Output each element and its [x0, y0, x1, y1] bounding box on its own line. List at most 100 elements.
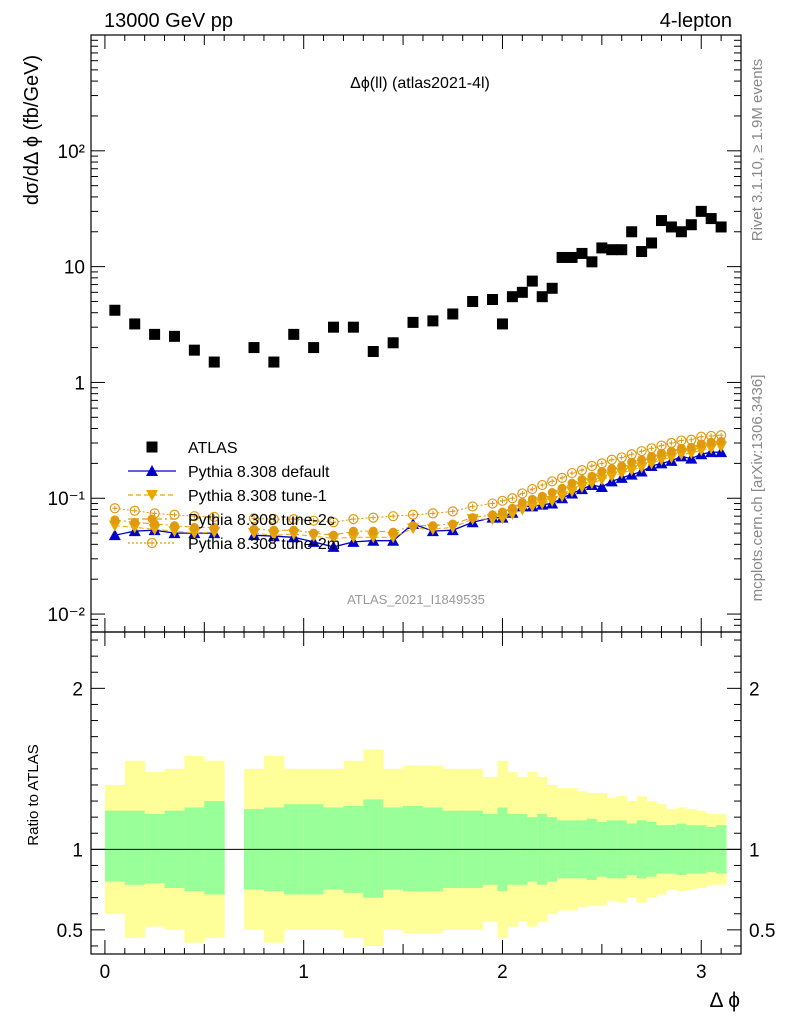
point-pythia-8-308-tune-2c [408, 521, 418, 531]
point-pythia-8-308-tune-1 [605, 471, 618, 483]
point-atlas [566, 251, 578, 263]
x-tick-label: 3 [696, 962, 707, 983]
point-pythia-8-308-tune-2c [488, 510, 498, 520]
point-atlas [506, 291, 518, 303]
marker-ring [146, 537, 158, 549]
mcplots-label: mcplots.cern.ch [arXiv:1306.3436] [749, 375, 766, 602]
ratio-y-axis-label: Ratio to ATLAS [25, 744, 42, 845]
point-pythia-8-308-tune-2c [676, 443, 686, 453]
ratio-band-inner-bin [363, 799, 384, 898]
point-atlas [576, 247, 588, 259]
point-atlas [467, 295, 479, 307]
point-atlas [268, 356, 280, 368]
point-pythia-8-308-tune-2c [497, 507, 507, 517]
point-atlas [665, 221, 677, 233]
marker-ring [626, 449, 637, 460]
legend-marker [146, 441, 158, 453]
marker-ring [557, 472, 568, 483]
point-atlas [536, 291, 548, 303]
point-pythia-8-308-tune-2m [696, 431, 707, 442]
point-pythia-8-308-tune-1 [506, 509, 519, 521]
y-tick-label: 10⁻¹ [48, 489, 86, 510]
legend: ATLAS Pythia 8.308 default Pythia 8.308 tu… [128, 440, 340, 553]
point-atlas [556, 251, 568, 263]
marker-ring [487, 498, 498, 509]
marker-ring [586, 460, 598, 472]
marker-ring [606, 454, 617, 465]
legend-item-atlas: ATLAS [146, 440, 238, 457]
point-pythia-8-308-tune-2c [289, 525, 299, 535]
point-pythia-8-308-tune-2c [329, 530, 339, 540]
point-pythia-8-308-tune-2m [427, 508, 438, 519]
point-pythia-8-308-tune-2m [517, 488, 528, 499]
point-pythia-8-308-tune-1 [536, 498, 549, 510]
point-atlas [427, 315, 439, 327]
marker-ring [189, 511, 200, 522]
point-pythia-8-308-tune-2m [288, 514, 299, 525]
tick-labels: 0 1 2 3 10⁻² 10⁻¹ 1 10 10² 0.5 0.5 1 1 2 2 [48, 142, 776, 983]
point-pythia-8-308-tune-2c [587, 471, 597, 481]
point-pythia-8-308-tune-2c [686, 442, 696, 452]
point-pythia-8-308-tune-2c [189, 522, 199, 532]
point-pythia-8-308-tune-2m [467, 501, 478, 512]
point-pythia-8-308-tune-2m [576, 465, 588, 476]
point-atlas [407, 316, 419, 328]
ratio-band-inner-bin [403, 805, 424, 892]
point-pythia-8-308-tune-1 [585, 478, 598, 490]
point-pythia-8-308-tune-1 [496, 513, 509, 525]
point-pythia-8-308-tune-1 [188, 528, 201, 540]
point-pythia-8-308-tune-2m [507, 493, 518, 504]
point-pythia-8-308-default [327, 540, 340, 552]
marker-ring [507, 493, 518, 504]
point-atlas [496, 318, 508, 330]
legend-label: Pythia 8.308 default [188, 464, 330, 481]
point-pythia-8-308-tune-1 [566, 486, 579, 498]
point-pythia-8-308-tune-2c [269, 525, 279, 535]
ratio-tick-label-right: 0.5 [749, 921, 775, 942]
point-pythia-8-308-tune-2m [586, 460, 598, 472]
point-pythia-8-308-tune-2c [627, 457, 637, 467]
marker-ring [666, 437, 677, 449]
point-pythia-8-308-default [595, 481, 608, 493]
marker-ring [209, 511, 220, 523]
point-pythia-8-308-tune-2c [656, 448, 666, 458]
ratio-band-inner-bin [383, 807, 404, 890]
point-pythia-8-308-tune-2c [110, 515, 120, 525]
point-pythia-8-308-tune-2c [666, 446, 676, 456]
marker-ring [716, 430, 727, 441]
point-atlas [626, 226, 638, 238]
point-pythia-8-308-tune-2c [368, 526, 378, 536]
point-pythia-8-308-tune-2c [209, 522, 219, 532]
point-pythia-8-308-tune-2m [129, 505, 140, 516]
point-atlas [149, 328, 161, 340]
point-atlas [208, 356, 220, 368]
point-pythia-8-308-tune-2c [507, 503, 517, 513]
point-pythia-8-308-tune-1 [675, 449, 688, 461]
point-pythia-8-308-tune-2m [527, 483, 538, 495]
point-pythia-8-308-tune-2m [407, 509, 419, 520]
marker-ring [696, 431, 707, 442]
marker-ring [576, 465, 588, 476]
point-atlas [636, 246, 648, 258]
point-pythia-8-308-tune-2m [497, 495, 508, 506]
marker-ring [388, 511, 399, 522]
legend-item-pythia-8-308-default: Pythia 8.308 default [128, 464, 330, 481]
marker-ring [596, 458, 607, 469]
point-atlas [715, 221, 727, 233]
marker-ring [447, 506, 458, 517]
y-tick-label: 1 [74, 373, 85, 394]
point-atlas [328, 321, 340, 333]
point-atlas [188, 344, 200, 356]
ratio-tick-label: 0.5 [57, 921, 83, 942]
point-pythia-8-308-tune-2m [636, 446, 647, 457]
ratio-band-inner-bin [104, 810, 126, 882]
point-pythia-8-308-tune-1 [556, 491, 569, 503]
point-atlas [367, 345, 379, 357]
rivet-version-label: Rivet 3.1.10, ≥ 1.9M events [749, 59, 766, 242]
marker-ring [407, 509, 419, 520]
marker-ring [646, 443, 657, 454]
point-pythia-8-308-tune-1 [645, 458, 658, 470]
y-axis-label: dσ/dΔ ϕ (fb/GeV) [21, 55, 43, 205]
point-pythia-8-308-tune-1 [347, 532, 360, 544]
